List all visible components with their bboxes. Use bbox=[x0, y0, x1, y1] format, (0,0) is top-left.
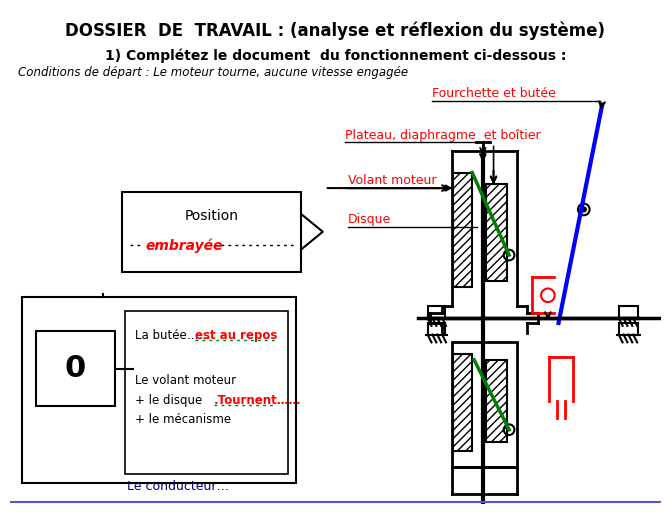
Bar bbox=[36, 331, 115, 407]
Bar bbox=[427, 323, 445, 334]
Text: + le mécanisme: + le mécanisme bbox=[135, 413, 231, 426]
Text: 1) Complétez le document  du fonctionnement ci-dessous :: 1) Complétez le document du fonctionneme… bbox=[105, 48, 566, 63]
Text: Le conducteur…: Le conducteur… bbox=[127, 480, 229, 493]
Circle shape bbox=[581, 207, 586, 212]
Bar bbox=[453, 173, 472, 287]
Text: Conditions de départ : Le moteur tourne, aucune vitesse engagée: Conditions de départ : Le moteur tourne,… bbox=[18, 66, 408, 79]
Text: Plateau, diaphragme  et boîtier: Plateau, diaphragme et boîtier bbox=[345, 129, 541, 141]
Bar bbox=[486, 360, 507, 442]
Bar bbox=[122, 192, 301, 271]
Text: 0: 0 bbox=[65, 354, 86, 383]
Text: est au repos: est au repos bbox=[195, 329, 277, 342]
Text: Volant moteur: Volant moteur bbox=[348, 174, 437, 187]
Text: Position: Position bbox=[185, 209, 239, 223]
Text: embrayée: embrayée bbox=[145, 238, 223, 252]
Bar bbox=[453, 354, 472, 451]
Bar bbox=[619, 307, 638, 318]
Bar bbox=[619, 323, 638, 334]
Bar bbox=[427, 307, 445, 318]
Bar bbox=[22, 297, 296, 483]
Text: Disque: Disque bbox=[348, 213, 391, 226]
Text: Fourchette et butée: Fourchette et butée bbox=[432, 87, 556, 100]
Text: La butée……: La butée…… bbox=[135, 329, 210, 342]
Bar bbox=[125, 311, 288, 474]
Bar bbox=[486, 184, 507, 281]
Text: + le disque: + le disque bbox=[135, 394, 202, 407]
Text: .Tournent……: .Tournent…… bbox=[214, 394, 301, 407]
Text: DOSSIER  DE  TRAVAIL : (analyse et réflexion du système): DOSSIER DE TRAVAIL : (analyse et réflexi… bbox=[65, 21, 605, 40]
Text: Le volant moteur: Le volant moteur bbox=[135, 374, 236, 388]
Bar bbox=[452, 343, 517, 466]
